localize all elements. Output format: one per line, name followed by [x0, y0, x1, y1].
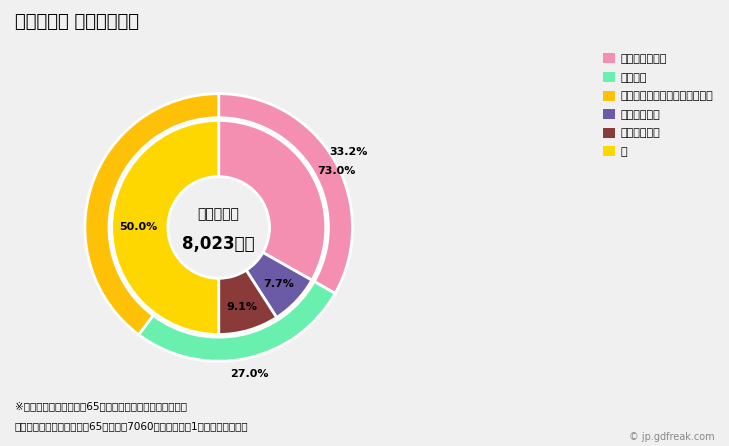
Wedge shape: [219, 120, 326, 280]
Text: 9.1%: 9.1%: [227, 302, 257, 312]
Legend: 二人以上の世帯, 単身世帯, 高齢単身・高齢夫婦以外の世帯, 高齢単身世帯, 高齢夫婦世帯, 計: 二人以上の世帯, 単身世帯, 高齢単身・高齢夫婦以外の世帯, 高齢単身世帯, 高…: [600, 50, 716, 161]
Text: 一般世帯数: 一般世帯数: [198, 207, 240, 221]
Wedge shape: [246, 252, 312, 318]
Text: 73.0%: 73.0%: [318, 166, 356, 177]
Text: 50.0%: 50.0%: [120, 223, 157, 232]
Text: 7.7%: 7.7%: [264, 280, 295, 289]
Text: 33.2%: 33.2%: [329, 147, 367, 157]
Text: 27.0%: 27.0%: [230, 369, 269, 379]
Wedge shape: [219, 94, 353, 293]
Wedge shape: [139, 281, 335, 361]
Wedge shape: [85, 94, 219, 334]
Text: ※「高齢単身世帯」とは65歳以上の人一人のみの一般世帯: ※「高齢単身世帯」とは65歳以上の人一人のみの一般世帯: [15, 401, 187, 411]
Wedge shape: [219, 270, 276, 334]
Text: © jp.gdfreak.com: © jp.gdfreak.com: [629, 432, 714, 442]
Wedge shape: [112, 120, 219, 334]
Text: 8,023世帯: 8,023世帯: [182, 235, 255, 252]
Text: ２０２０年 羽咋市の世帯: ２０２０年 羽咋市の世帯: [15, 13, 139, 31]
Text: 「高齢夫婦世帯」とは夫65歳以上夘7060歳以上の夫婦1組のみの一般世帯: 「高齢夫婦世帯」とは夫65歳以上夘7060歳以上の夫婦1組のみの一般世帯: [15, 421, 248, 431]
